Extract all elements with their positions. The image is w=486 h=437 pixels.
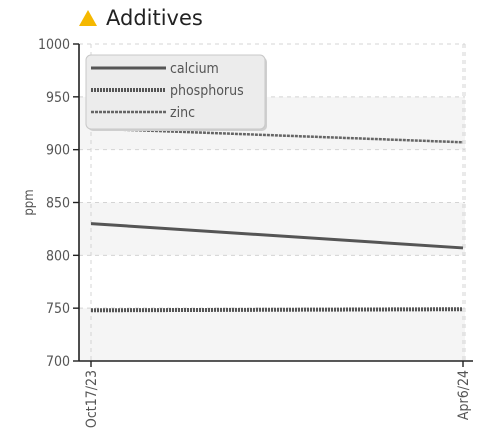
y-tick-label: 800 <box>46 248 70 264</box>
chart-title: Additives <box>78 4 203 32</box>
plot-band <box>79 308 465 361</box>
legend-label-calcium: calcium <box>170 61 219 77</box>
plot-bands <box>79 44 465 361</box>
y-axis-ticks: 700 750 800 850 900 950 1000 <box>38 37 79 370</box>
y-tick-label: 750 <box>46 301 70 317</box>
series-line-calcium <box>90 222 464 250</box>
y-tick-label: 700 <box>46 354 70 370</box>
x-tick-label: Apr6/24 <box>456 370 472 420</box>
y-tick-label: 1000 <box>38 37 70 53</box>
plot-band <box>79 202 465 256</box>
x-tick-label: Oct17/23 <box>84 370 100 428</box>
legend-label-phosphorus: phosphorus <box>170 83 244 99</box>
chart-title-text: Additives <box>106 6 203 30</box>
legend[interactable]: calcium phosphorus zinc <box>85 54 267 131</box>
y-axis-label: ppm <box>22 189 37 215</box>
y-tick-label: 950 <box>46 90 70 106</box>
legend-box <box>85 54 266 130</box>
x-axis-ticks: Oct17/23 Apr6/24 <box>84 361 472 428</box>
plot-band <box>79 149 465 203</box>
y-tick-label: 850 <box>46 196 70 212</box>
legend-label-zinc: zinc <box>170 105 195 121</box>
plot-band <box>79 255 465 309</box>
y-tick-label: 900 <box>46 143 70 159</box>
series-line-phosphorus <box>90 307 464 313</box>
warning-triangle-icon <box>79 10 97 26</box>
